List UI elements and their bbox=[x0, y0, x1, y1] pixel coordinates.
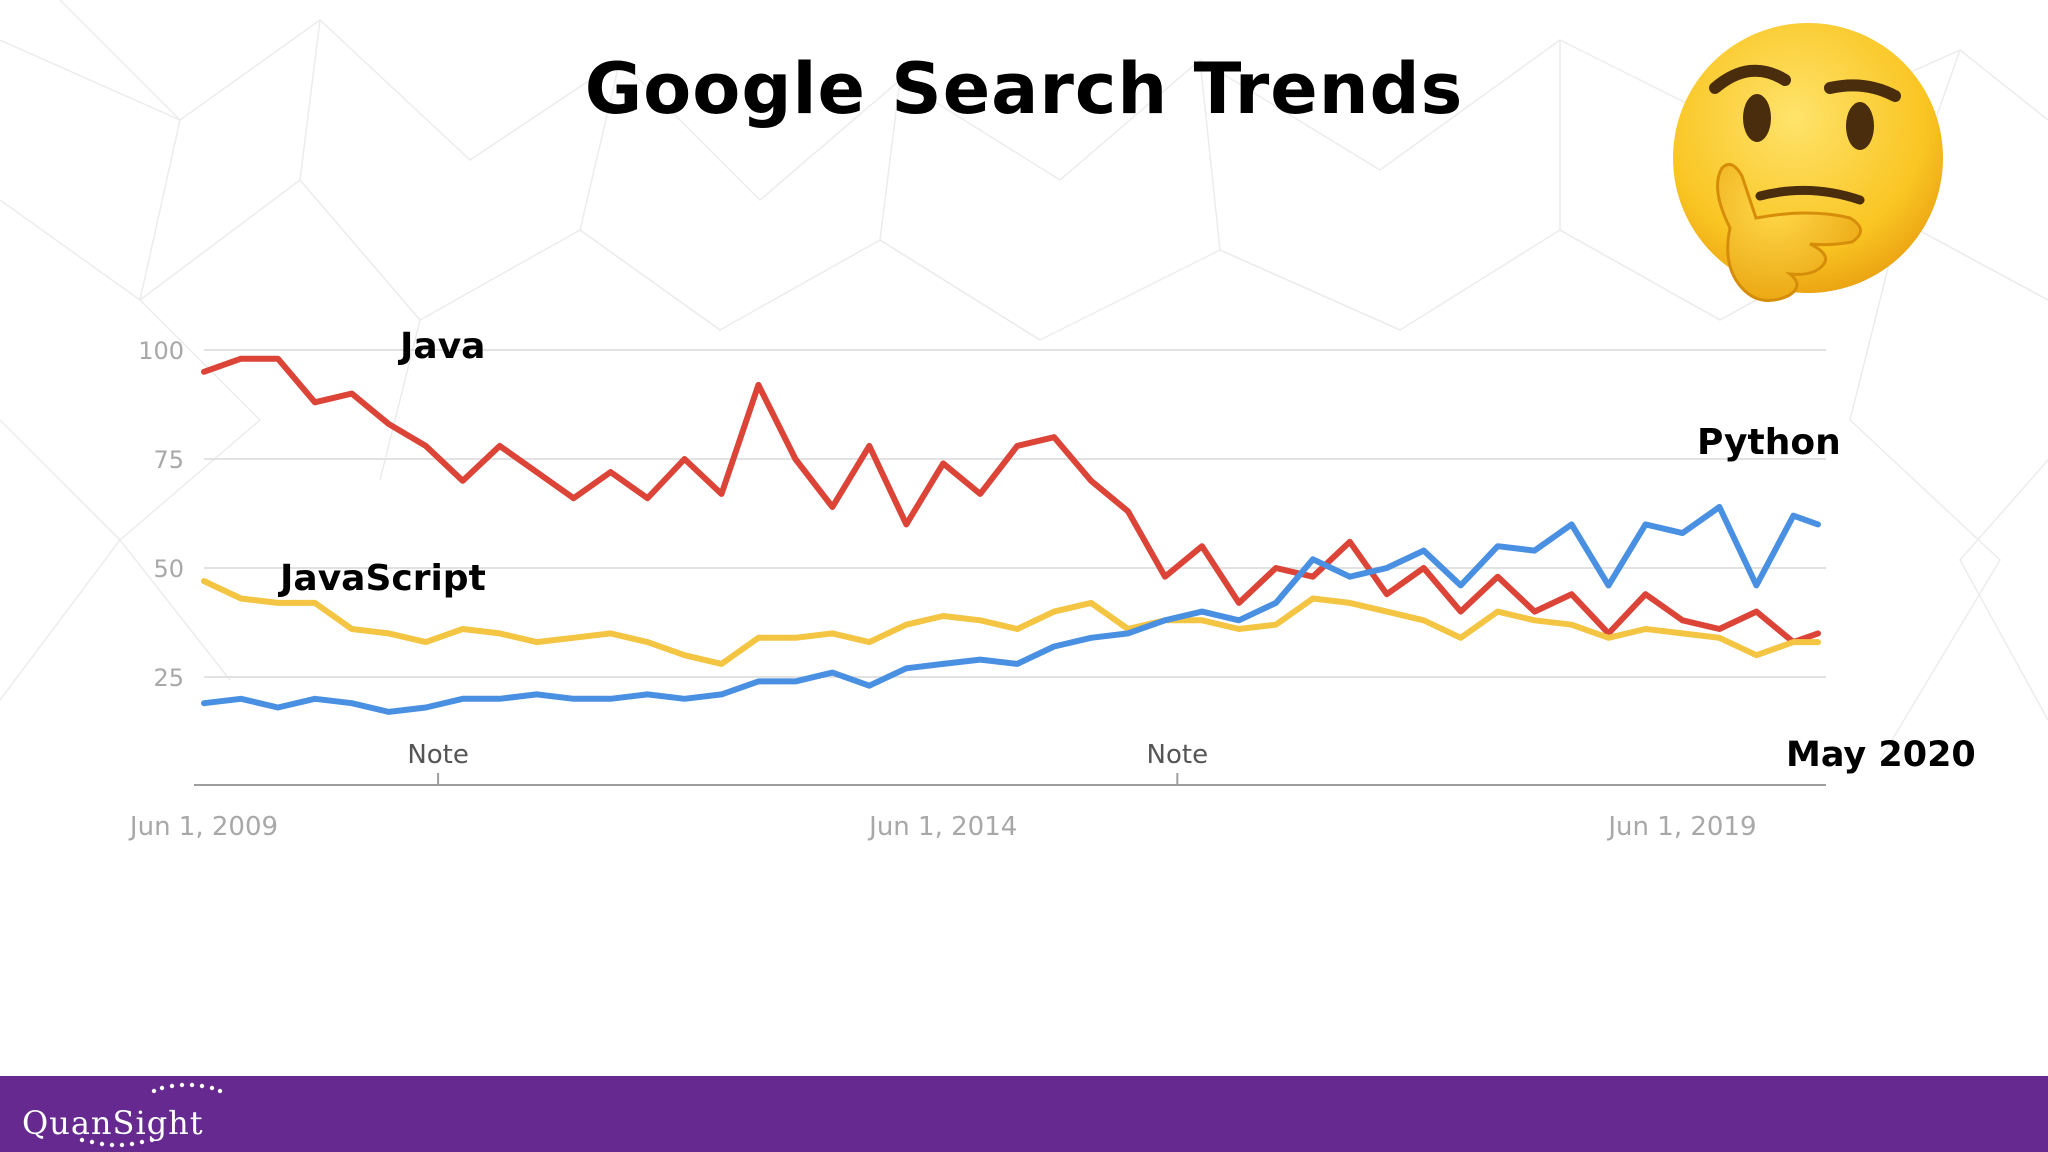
series-label-java: Java bbox=[397, 326, 485, 367]
y-tick-label-100: 100 bbox=[138, 337, 184, 365]
note-label-0: Note bbox=[407, 740, 469, 770]
chart-notes: Note Note bbox=[407, 740, 1208, 785]
y-tick-labels: 25 50 75 100 bbox=[138, 337, 184, 692]
y-tick-label-75: 75 bbox=[153, 446, 184, 474]
trends-chart: 25 50 75 100 Note Note Jun 1, 2009 Jun 1, 201… bbox=[128, 326, 1976, 842]
x-tick-label-2: Jun 1, 2019 bbox=[1606, 812, 1756, 842]
x-tick-labels: Jun 1, 2009 Jun 1, 2014 Jun 1, 2019 bbox=[128, 812, 1757, 842]
series-lines bbox=[201, 355, 1821, 715]
series-line-javascript bbox=[201, 578, 1821, 667]
y-tick-label-50: 50 bbox=[153, 555, 184, 583]
note-label-1: Note bbox=[1147, 740, 1209, 770]
quansight-logo: QuanSight bbox=[22, 1078, 262, 1150]
brand-name: QuanSight bbox=[22, 1104, 204, 1142]
thinking-face-icon bbox=[1673, 23, 1943, 302]
slide-title: Google Search Trends bbox=[584, 48, 1464, 130]
x-tick-label-0: Jun 1, 2009 bbox=[128, 812, 278, 842]
series-line-python bbox=[201, 504, 1821, 715]
x-tick-label-1: Jun 1, 2014 bbox=[867, 812, 1017, 842]
footer-bar bbox=[0, 1076, 2048, 1152]
y-tick-label-25: 25 bbox=[153, 664, 184, 692]
series-label-javascript: JavaScript bbox=[277, 558, 486, 599]
end-date-label: May 2020 bbox=[1786, 735, 1976, 775]
series-line-java bbox=[201, 355, 1821, 646]
logo-dots-icon bbox=[79, 1082, 223, 1148]
series-label-python: Python bbox=[1697, 422, 1841, 463]
gridlines bbox=[204, 349, 1826, 678]
